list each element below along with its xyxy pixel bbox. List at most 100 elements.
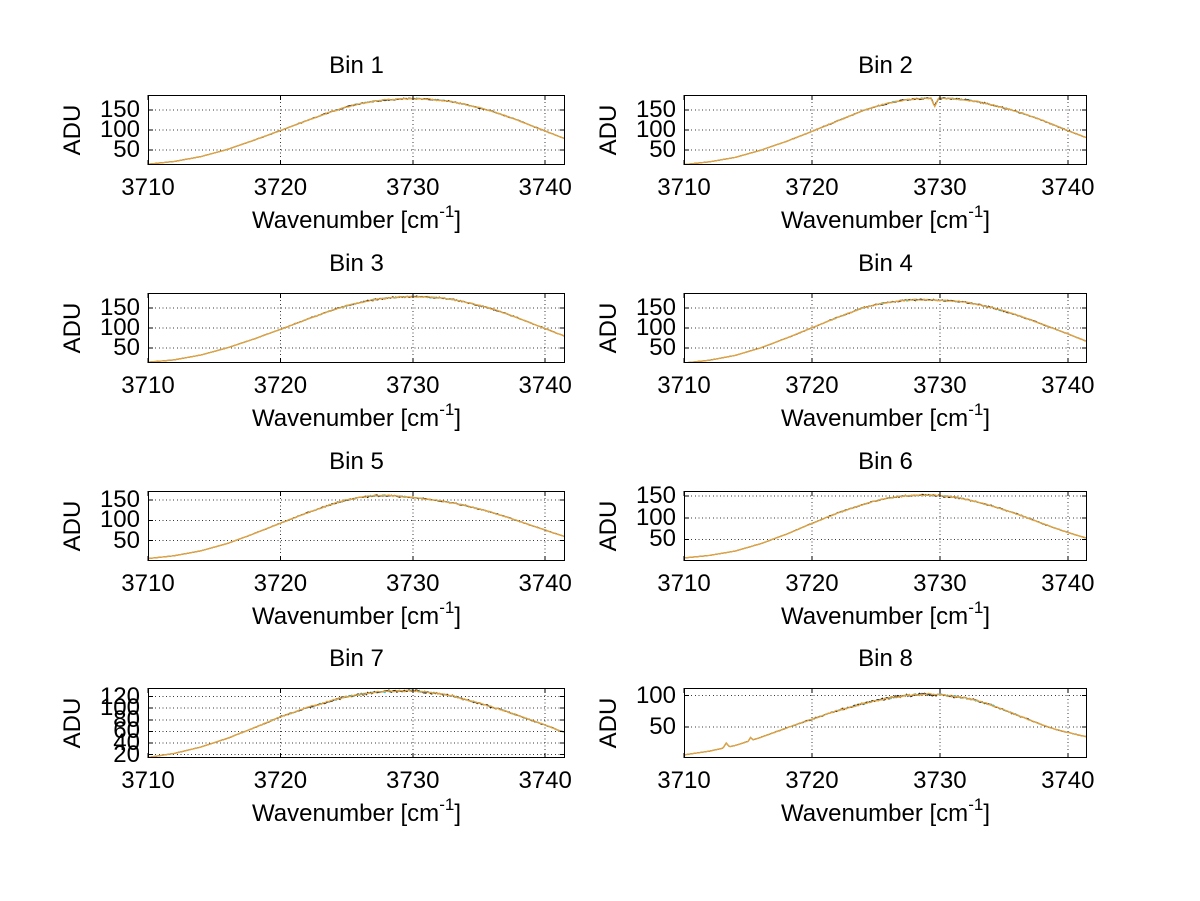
y-tick-label: 100 (635, 313, 676, 341)
gridlines (684, 688, 1087, 758)
x-axis-label-bracket: ] (983, 800, 990, 827)
plot-area (683, 95, 1087, 165)
x-tick-label: 3740 (1041, 174, 1095, 201)
x-axis-label-bracket: ] (983, 207, 990, 234)
x-tick-label: 3710 (657, 372, 711, 399)
plot-area (683, 688, 1087, 758)
fit-spectrum-line (684, 692, 1087, 756)
x-tick-label: 3740 (518, 570, 572, 597)
subplot-bin-6: Bin 6 ADU Wavenumber [cm-1] 50 100 150 3710… (544, 441, 1107, 641)
x-tick-label: 3720 (253, 570, 308, 597)
subplot-title: Bin 8 (858, 645, 913, 672)
gridlines (684, 293, 1087, 363)
x-tick-label: 3740 (518, 174, 572, 201)
y-tick-label: 150 (99, 95, 140, 123)
y-tick-label: 100 (99, 506, 140, 534)
x-axis-label-superscript: -1 (439, 795, 455, 814)
y-tick-label: 150 (635, 293, 676, 321)
subplot-title: Bin 3 (329, 250, 384, 277)
x-tick-label: 3730 (386, 372, 440, 399)
y-tick-label: 20 (113, 740, 140, 768)
gridlines (148, 688, 565, 758)
x-tick-label: 3720 (785, 174, 839, 201)
x-tick-label: 3720 (253, 372, 308, 399)
y-tick-label: 50 (649, 333, 676, 361)
x-tick-label: 3710 (657, 767, 711, 794)
x-tick-label: 3730 (913, 174, 967, 201)
x-axis-label-bracket: ] (454, 603, 461, 630)
x-axis-label-bracket: ] (454, 207, 461, 234)
x-axis-label-text: Wavenumber [cm (781, 800, 969, 827)
x-axis-label-bracket: ] (454, 800, 461, 827)
x-tick-label: 3730 (913, 372, 967, 399)
subplot-bin-7: Bin 7 ADU Wavenumber [cm-1] 20 40 60 80 100 1… (8, 638, 585, 838)
y-tick-label: 100 (99, 694, 140, 722)
x-axis-label: Wavenumber [cm-1] (706, 598, 1066, 633)
x-axis-label: Wavenumber [cm-1] (177, 203, 537, 237)
y-tick-label: 100 (635, 503, 676, 531)
x-axis-label-superscript: -1 (968, 400, 984, 419)
y-tick-label: 50 (113, 333, 140, 361)
subplot-title: Bin 1 (329, 52, 384, 79)
fit-spectrum-line (684, 493, 1087, 559)
fit-spectrum-line (684, 97, 1087, 165)
y-tick-label: 100 (635, 681, 676, 709)
y-tick-label: 100 (635, 115, 676, 143)
gridlines (148, 95, 565, 165)
subplot-bin-1: Bin 1 ADU Wavenumber [cm-1] 50 100 150 3710… (8, 45, 585, 245)
plot-area (683, 491, 1087, 561)
plot-area (147, 293, 565, 363)
y-tick-label: 150 (635, 95, 676, 123)
y-tick-label: 50 (649, 135, 676, 163)
x-tick-label: 3720 (253, 174, 308, 201)
subplot-bin-5: Bin 5 ADU Wavenumber [cm-1] 50 100 150 3710… (8, 441, 585, 641)
subplot-title: Bin 2 (858, 52, 913, 79)
y-tick-label: 50 (113, 135, 140, 163)
y-tick-label: 60 (113, 717, 140, 745)
x-tick-label: 3730 (386, 570, 440, 597)
x-tick-label: 3730 (386, 767, 440, 794)
measured-spectrum-line (684, 692, 1087, 756)
x-tick-label: 3740 (1041, 372, 1095, 399)
x-tick-label: 3730 (913, 570, 967, 597)
axis-box (147, 491, 565, 561)
y-tick-label: 120 (99, 682, 140, 710)
x-axis-label-text: Wavenumber [cm (252, 603, 440, 630)
x-tick-label: 3710 (121, 174, 175, 201)
x-tick-label: 3740 (1041, 570, 1095, 597)
x-axis-label-text: Wavenumber [cm (252, 405, 440, 432)
x-axis-label-bracket: ] (454, 405, 461, 432)
subplot-bin-8: Bin 8 ADU Wavenumber [cm-1] 50 100 3710 372… (544, 638, 1107, 838)
plot-area (147, 95, 565, 165)
x-axis-label-bracket: ] (983, 603, 990, 630)
x-axis-label-text: Wavenumber [cm (781, 405, 969, 432)
x-tick-label: 3740 (1041, 767, 1095, 794)
x-axis-label-superscript: -1 (439, 598, 455, 617)
overlay-spectrum-line (148, 494, 565, 560)
plot-area (147, 688, 565, 758)
axis-box (147, 688, 565, 758)
x-axis-label: Wavenumber [cm-1] (177, 598, 537, 633)
y-tick-label: 150 (99, 293, 140, 321)
subplot-bin-4: Bin 4 ADU Wavenumber [cm-1] 50 100 150 3710… (544, 243, 1107, 443)
x-axis-label-text: Wavenumber [cm (252, 207, 440, 234)
fit-spectrum-line (148, 494, 565, 560)
x-axis-label-superscript: -1 (968, 598, 984, 617)
x-tick-label: 3720 (785, 767, 839, 794)
y-tick-label: 50 (649, 712, 676, 740)
x-axis-label: Wavenumber [cm-1] (706, 203, 1066, 237)
x-axis-label-text: Wavenumber [cm (781, 207, 969, 234)
subplot-title: Bin 4 (858, 250, 913, 277)
x-tick-label: 3740 (518, 767, 572, 794)
gridlines (684, 491, 1087, 561)
measured-spectrum-line (684, 298, 1087, 363)
axis-box (683, 491, 1087, 561)
x-tick-label: 3740 (518, 372, 572, 399)
y-tick-label: 150 (635, 482, 676, 510)
y-tick-label: 80 (113, 705, 140, 733)
gridlines (148, 293, 565, 363)
x-axis-label: Wavenumber [cm-1] (177, 795, 537, 830)
x-tick-label: 3710 (657, 570, 711, 597)
subplot-bin-2: Bin 2 ADU Wavenumber [cm-1] 50 100 150 3710… (544, 45, 1107, 245)
